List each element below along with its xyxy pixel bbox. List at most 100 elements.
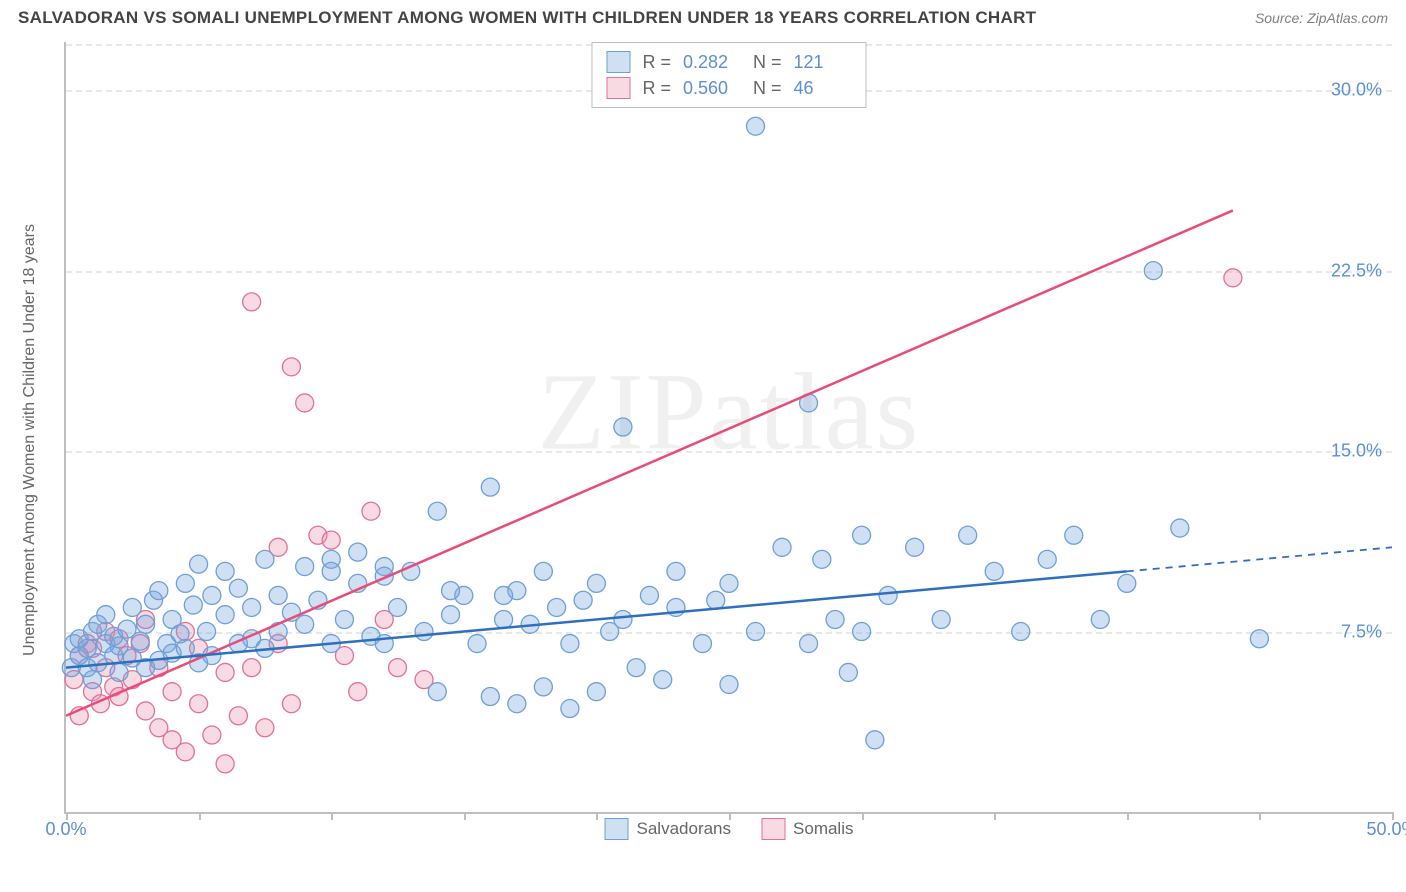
legend-label: Salvadorans: [637, 819, 732, 839]
data-point: [203, 586, 221, 604]
data-point: [839, 663, 857, 681]
data-point: [906, 538, 924, 556]
data-point: [216, 606, 234, 624]
scatter-svg: [66, 42, 1392, 812]
data-point: [442, 582, 460, 600]
data-point: [508, 695, 526, 713]
data-point: [481, 688, 499, 706]
data-point: [322, 562, 340, 580]
data-point: [184, 596, 202, 614]
data-point: [468, 635, 486, 653]
data-point: [362, 502, 380, 520]
data-point: [428, 683, 446, 701]
chart-area: Unemployment Among Women with Children U…: [50, 42, 1390, 837]
data-point: [322, 531, 340, 549]
legend-swatch: [605, 818, 629, 840]
data-point: [256, 719, 274, 737]
data-point: [89, 654, 107, 672]
stat-label: R =: [642, 78, 671, 99]
data-point: [296, 558, 314, 576]
stat-r-value: 0.282: [683, 52, 741, 73]
data-point: [853, 526, 871, 544]
plot-region: ZIPatlas 7.5%15.0%22.5%30.0% 0.0%50.0% R…: [64, 42, 1392, 814]
data-point: [654, 671, 672, 689]
stat-n-value: 46: [794, 78, 852, 99]
data-point: [335, 611, 353, 629]
x-tick: [1259, 812, 1261, 820]
x-tick: [464, 812, 466, 820]
data-point: [229, 579, 247, 597]
data-point: [243, 598, 261, 616]
stat-n-value: 121: [794, 52, 852, 73]
data-point: [813, 550, 831, 568]
data-point: [587, 574, 605, 592]
data-point: [614, 418, 632, 436]
legend-swatch: [606, 51, 630, 73]
stat-label: N =: [753, 78, 782, 99]
x-tick: [199, 812, 201, 820]
data-point: [176, 574, 194, 592]
data-point: [137, 615, 155, 633]
data-point: [707, 591, 725, 609]
data-point: [123, 598, 141, 616]
series-legend: Salvadorans Somalis: [605, 818, 854, 840]
data-point: [1224, 269, 1242, 287]
stats-legend: R =0.282N =121R =0.560N =46: [591, 42, 866, 108]
data-point: [747, 623, 765, 641]
data-point: [640, 586, 658, 604]
data-point: [256, 550, 274, 568]
data-point: [534, 562, 552, 580]
x-tick: [862, 812, 864, 820]
stats-row: R =0.282N =121: [606, 49, 851, 75]
data-point: [243, 659, 261, 677]
data-point: [428, 502, 446, 520]
data-point: [375, 558, 393, 576]
data-point: [495, 611, 513, 629]
y-axis-label: Unemployment Among Women with Children U…: [21, 224, 39, 656]
legend-item: Somalis: [761, 818, 853, 840]
data-point: [667, 562, 685, 580]
x-tick: [994, 812, 996, 820]
data-point: [826, 611, 844, 629]
data-point: [442, 606, 460, 624]
data-point: [97, 606, 115, 624]
data-point: [176, 639, 194, 657]
data-point: [1118, 574, 1136, 592]
data-point: [587, 683, 605, 701]
data-point: [203, 726, 221, 744]
x-tick: [331, 812, 333, 820]
data-point: [747, 117, 765, 135]
data-point: [389, 598, 407, 616]
data-point: [1250, 630, 1268, 648]
x-tick-label: 0.0%: [45, 819, 86, 840]
data-point: [495, 586, 513, 604]
data-point: [190, 695, 208, 713]
data-point: [1091, 611, 1109, 629]
data-point: [131, 632, 149, 650]
data-point: [959, 526, 977, 544]
data-point: [853, 623, 871, 641]
data-point: [84, 671, 102, 689]
data-point: [389, 659, 407, 677]
source-label: Source: ZipAtlas.com: [1255, 10, 1388, 26]
data-point: [415, 623, 433, 641]
stats-row: R =0.560N =46: [606, 75, 851, 101]
data-point: [1171, 519, 1189, 537]
data-point: [1012, 623, 1030, 641]
x-tick: [1127, 812, 1129, 820]
legend-swatch: [761, 818, 785, 840]
data-point: [282, 695, 300, 713]
trend-line: [66, 210, 1233, 715]
data-point: [349, 543, 367, 561]
data-point: [190, 555, 208, 573]
data-point: [1065, 526, 1083, 544]
data-point: [1144, 262, 1162, 280]
data-point: [1038, 550, 1056, 568]
data-point: [800, 635, 818, 653]
data-point: [614, 611, 632, 629]
data-point: [548, 598, 566, 616]
data-point: [150, 582, 168, 600]
data-point: [282, 358, 300, 376]
data-point: [932, 611, 950, 629]
data-point: [481, 478, 499, 496]
